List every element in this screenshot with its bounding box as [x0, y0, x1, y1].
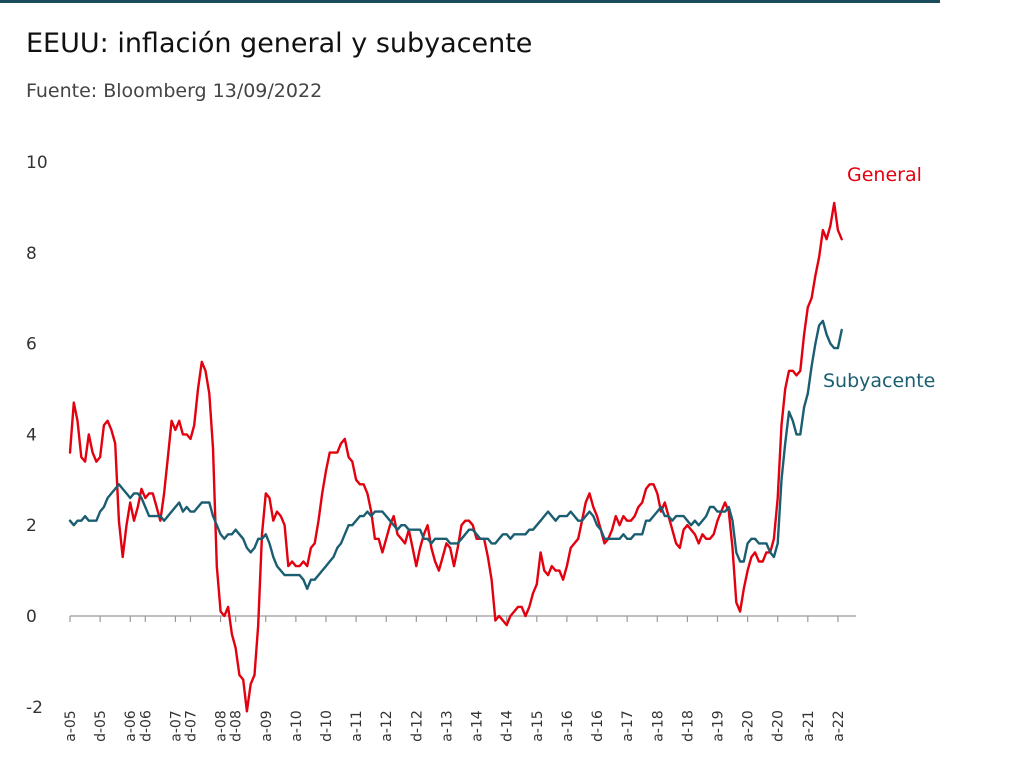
y-axis-ticks: -2 0 2 4 6 8 10	[26, 153, 48, 718]
x-tick-label: a-10	[289, 710, 305, 741]
x-tick-label: d-05	[93, 710, 109, 742]
x-tick-label: a-16	[560, 710, 576, 742]
series-line-general	[68, 201, 843, 713]
top-rule	[0, 0, 940, 3]
y-tick-label: 0	[26, 607, 37, 627]
x-tick-label: a-12	[379, 710, 395, 741]
x-axis: a-05 d-05 a-06 d-06 a-07 d-07 a-08 d-08 a-09 a-10…	[63, 615, 856, 742]
x-tick-label: d-14	[500, 710, 516, 742]
x-tick-label: a-06	[123, 710, 139, 742]
x-tick-label: a-08	[214, 710, 230, 741]
x-tick-label: a-21	[801, 710, 817, 741]
y-tick-label: 10	[26, 153, 48, 173]
y-tick-label: 8	[26, 244, 37, 264]
series-line-subyacente	[68, 319, 843, 590]
x-tick-label: a-17	[620, 710, 636, 741]
x-tick-label: a-11	[349, 710, 365, 741]
x-tick-label: d-16	[590, 710, 606, 742]
x-tick-label: a-05	[63, 710, 79, 741]
x-tick-label: d-10	[319, 710, 335, 742]
y-tick-label: -2	[26, 698, 43, 718]
x-tick-label: a-09	[259, 710, 275, 741]
x-tick-label: d-12	[409, 710, 425, 742]
x-tick-label: a-14	[470, 710, 486, 742]
x-tick-label: a-13	[439, 710, 455, 741]
x-tick-label: a-19	[710, 710, 726, 741]
y-tick-label: 2	[26, 516, 37, 536]
x-tick-label: a-22	[831, 710, 847, 741]
x-tick-label: d-07	[183, 710, 199, 742]
y-tick-label: 6	[26, 335, 37, 355]
series-label-general: General	[847, 164, 922, 186]
chart-subtitle: Fuente: Bloomberg 13/09/2022	[26, 80, 323, 102]
x-tick-label: d-18	[680, 710, 696, 742]
chart-title: EEUU: inflación general y subyacente	[26, 28, 533, 59]
x-tick-label: a-18	[650, 710, 666, 741]
series-labels: General Subyacente	[823, 164, 935, 392]
series-lines	[68, 201, 843, 713]
x-tick-label: a-20	[741, 710, 757, 741]
series-label-subyacente: Subyacente	[823, 370, 935, 392]
x-tick-label: d-06	[138, 710, 154, 742]
x-tick-label: a-15	[530, 710, 546, 741]
y-tick-label: 4	[26, 425, 37, 445]
x-tick-label: d-20	[771, 710, 787, 742]
x-tick-label: d-08	[229, 710, 245, 742]
x-tick-label: a-07	[168, 710, 184, 741]
